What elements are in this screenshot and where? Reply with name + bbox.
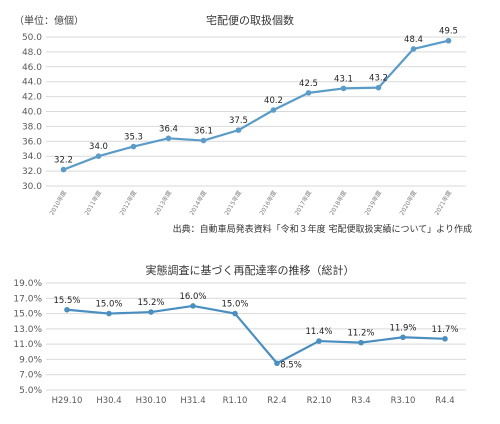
data-label: 11.4% <box>305 327 332 337</box>
x-tick-label: 2020年度 <box>398 189 419 217</box>
y-tick-label: 5.0% <box>19 386 42 396</box>
data-label: 49.5 <box>439 27 458 37</box>
data-point <box>235 127 242 133</box>
data-label: 11.7% <box>431 325 458 335</box>
data-label: 15.0% <box>95 300 122 310</box>
data-point <box>270 107 277 113</box>
data-label: 35.3 <box>124 133 143 143</box>
x-tick-label: H31.4 <box>180 396 205 406</box>
data-point <box>375 84 382 91</box>
data-point <box>442 335 448 342</box>
y-tick-label: 34.0 <box>22 152 42 162</box>
x-tick-label: R2.4 <box>267 396 286 406</box>
y-tick-label: 9.0% <box>19 355 42 365</box>
y-tick-label: 11.0% <box>13 340 42 350</box>
chart-title: 宅配便の取扱個数 <box>206 14 294 27</box>
data-point <box>106 310 112 317</box>
data-point <box>232 310 238 317</box>
x-tick-label: 2017年度 <box>293 189 314 217</box>
x-tick-label: R4.4 <box>435 396 454 406</box>
data-label: 32.2 <box>54 156 73 166</box>
data-point <box>340 85 347 92</box>
y-tick-label: 19.0% <box>13 279 42 289</box>
x-tick-label: R3.4 <box>351 396 370 406</box>
y-tick-label: 7.0% <box>19 371 42 381</box>
data-point <box>190 303 196 309</box>
parcel-volume-plot: 30.0 32.0 34.0 36.0 38.0 40.0 42.0 44.0 46.0 48.0… <box>22 27 466 217</box>
data-label: 11.9% <box>389 323 416 333</box>
y-tick-label: 44.0 <box>22 78 42 88</box>
y-tick-label: 13.0% <box>13 325 42 335</box>
data-label: 15.2% <box>137 298 164 308</box>
y-tick-label: 15.0% <box>13 310 42 320</box>
data-point <box>445 37 452 44</box>
data-point <box>316 338 322 344</box>
data-label: 37.5 <box>229 116 248 126</box>
data-label: 43.1 <box>334 74 353 84</box>
data-point <box>305 90 312 96</box>
unit-label: （単位：億個） <box>14 16 84 27</box>
x-tick-label: R2.10 <box>307 396 332 406</box>
y-tick-label: 32.0 <box>22 167 42 177</box>
data-label: 34.0 <box>89 142 108 152</box>
x-tick-label: H30.10 <box>136 396 167 406</box>
data-label: 15.0% <box>221 300 248 310</box>
x-tick-label: 2010年度 <box>48 189 69 217</box>
series-line <box>63 39 449 171</box>
x-tick-label: 2014年度 <box>188 189 209 217</box>
y-tick-label: 36.0 <box>22 137 42 147</box>
data-label: 43.2 <box>369 74 388 84</box>
y-tick-label: 42.0 <box>22 93 42 103</box>
y-tick-label: 46.0 <box>22 63 42 73</box>
data-label: 8.5% <box>280 360 302 370</box>
data-label: 36.1 <box>194 127 213 137</box>
data-label: 48.4 <box>404 35 423 45</box>
data-label: 15.5% <box>53 296 80 306</box>
data-label: 36.4 <box>159 124 178 134</box>
x-tick-label: H29.10 <box>52 396 83 406</box>
data-point <box>400 334 406 341</box>
data-label: 11.2% <box>347 329 374 339</box>
chart-title: 実態調査に基づく再配達率の推移（総計） <box>145 264 355 277</box>
data-point <box>200 137 207 144</box>
x-tick-label: 2021年度 <box>433 189 454 217</box>
parcel-volume-chart: （単位：億個） 宅配便の取扱個数 30.0 32.0 34.0 36.0 38.0 40.… <box>14 14 472 235</box>
y-tick-label: 50.0 <box>22 33 42 43</box>
data-point <box>130 143 137 150</box>
data-label: 40.2 <box>264 96 283 106</box>
x-tick-label: 2012年度 <box>118 189 139 217</box>
x-tick-label: 2013年度 <box>153 189 174 217</box>
series-line <box>66 304 446 365</box>
data-label: 42.5 <box>299 79 318 89</box>
data-point <box>60 166 67 173</box>
data-point <box>358 339 364 346</box>
x-tick-label: 2018年度 <box>328 189 349 217</box>
x-tick-label: R3.10 <box>391 396 416 406</box>
data-label: 16.0% <box>179 292 206 302</box>
x-tick-label: 2019年度 <box>363 189 384 217</box>
y-tick-label: 40.0 <box>22 108 42 118</box>
x-tick-label: H30.4 <box>96 396 121 406</box>
y-tick-label: 30.0 <box>22 182 42 192</box>
data-point <box>64 306 70 313</box>
y-tick-label: 17.0% <box>13 294 42 304</box>
data-point <box>274 360 280 367</box>
redelivery-rate-chart: 実態調査に基づく再配達率の推移（総計） 5.0% 7.0% 9.0% 11.0% 13.… <box>0 252 500 424</box>
y-tick-label: 38.0 <box>22 122 42 132</box>
data-point <box>165 135 172 142</box>
data-point <box>148 309 154 315</box>
x-tick-label: R1.10 <box>223 396 248 406</box>
redelivery-rate-plot: 5.0% 7.0% 9.0% 11.0% 13.0% 15.0% 17.0% 19.0% H29… <box>13 279 466 406</box>
x-tick-label: 2016年度 <box>258 189 279 217</box>
data-point <box>410 46 417 52</box>
y-tick-label: 48.0 <box>22 48 42 58</box>
data-point <box>95 153 102 159</box>
source-note: 出典：自動車局発表資料「令和３年度 宅配便取扱実績について」より作成 <box>172 225 472 235</box>
x-tick-label: 2011年度 <box>83 189 104 217</box>
x-tick-label: 2015年度 <box>223 189 244 217</box>
